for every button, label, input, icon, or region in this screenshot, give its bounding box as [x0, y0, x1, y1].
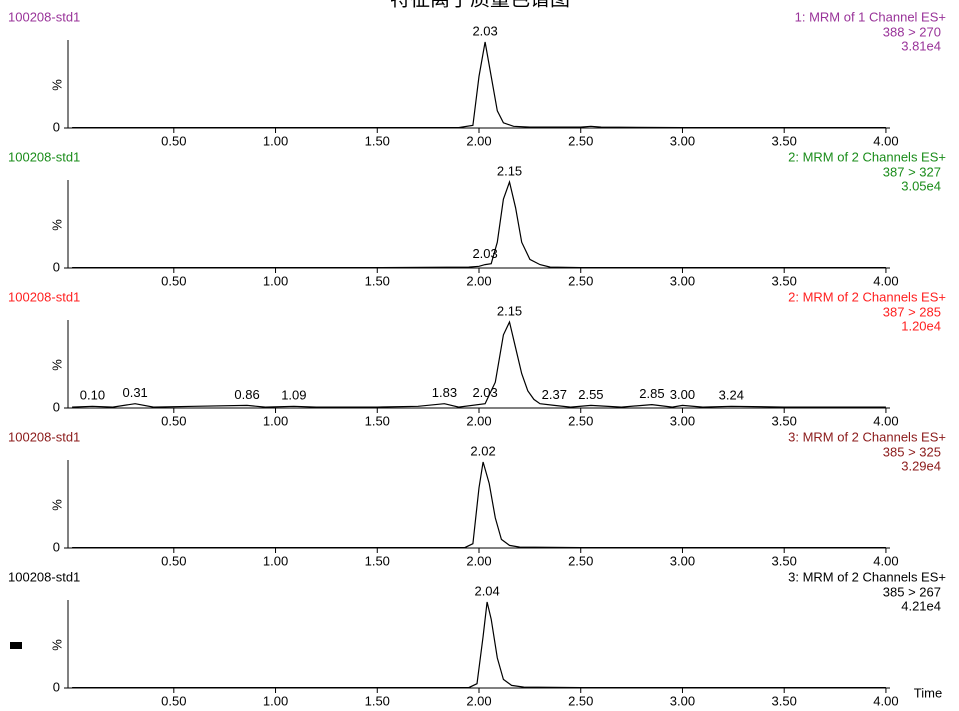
peak-label: 2.03	[472, 23, 497, 38]
x-tick-label: 2.50	[568, 553, 593, 568]
x-tick-label: 4.00	[873, 553, 898, 568]
y-tick-label: 0	[53, 539, 60, 554]
peak-label: 0.10	[80, 388, 105, 403]
x-tick-label: 3.50	[772, 133, 797, 148]
x-tick-label: 0.50	[161, 133, 186, 148]
intensity-label: 3.29e4	[901, 458, 941, 473]
x-tick-label: 2.50	[568, 133, 593, 148]
x-tick-label: 3.50	[772, 693, 797, 708]
x-axis-label: Time	[914, 685, 942, 700]
y-tick-label: 0	[53, 119, 60, 134]
peak-label: 2.02	[470, 443, 495, 458]
trace	[72, 461, 886, 549]
x-tick-label: 1.50	[365, 553, 390, 568]
x-tick-label: 2.00	[466, 273, 491, 288]
transition-label: 387 > 327	[883, 164, 941, 179]
x-tick-label: 3.50	[772, 413, 797, 428]
x-tick-label: 2.50	[568, 413, 593, 428]
channel-label: 2: MRM of 2 Channels ES+	[788, 289, 946, 304]
page-title: 特征离子质量色谱图	[390, 0, 570, 10]
x-tick-label: 1.00	[263, 553, 288, 568]
y-axis-label: %	[49, 219, 64, 231]
x-tick-label: 2.00	[466, 413, 491, 428]
x-tick-label: 2.50	[568, 693, 593, 708]
x-tick-label: 4.00	[873, 273, 898, 288]
transition-label: 385 > 267	[883, 584, 941, 599]
trace	[72, 41, 886, 129]
intensity-label: 1.20e4	[901, 318, 941, 333]
peak-label: 2.55	[578, 387, 603, 402]
x-tick-label: 2.50	[568, 273, 593, 288]
intensity-label: 4.21e4	[901, 598, 941, 613]
peak-label: 0.86	[234, 387, 259, 402]
sample-name: 100208-std1	[8, 569, 80, 584]
y-axis-label: %	[49, 79, 64, 91]
x-tick-label: 3.00	[670, 133, 695, 148]
peak-label: 3.24	[719, 388, 744, 403]
channel-label: 1: MRM of 1 Channel ES+	[795, 9, 946, 24]
peak-label: 2.37	[542, 387, 567, 402]
y-tick-label: 0	[53, 399, 60, 414]
sample-name: 100208-std1	[8, 9, 80, 24]
trace	[72, 601, 886, 689]
x-tick-label: 1.50	[365, 133, 390, 148]
channel-label: 2: MRM of 2 Channels ES+	[788, 149, 946, 164]
transition-label: 385 > 325	[883, 444, 941, 459]
x-tick-label: 1.00	[263, 693, 288, 708]
sample-name: 100208-std1	[8, 149, 80, 164]
marker-block	[10, 642, 22, 649]
x-tick-label: 0.50	[161, 693, 186, 708]
x-tick-label: 3.00	[670, 553, 695, 568]
x-tick-label: 4.00	[873, 133, 898, 148]
y-axis-label: %	[49, 499, 64, 511]
x-tick-label: 3.00	[670, 693, 695, 708]
x-tick-label: 3.50	[772, 273, 797, 288]
x-tick-label: 0.50	[161, 413, 186, 428]
trace	[72, 320, 886, 408]
transition-label: 388 > 270	[883, 24, 941, 39]
intensity-label: 3.05e4	[901, 178, 941, 193]
x-tick-label: 1.50	[365, 693, 390, 708]
intensity-label: 3.81e4	[901, 38, 941, 53]
y-axis-label: %	[49, 639, 64, 651]
peak-label: 2.15	[497, 303, 522, 318]
x-tick-label: 1.50	[365, 273, 390, 288]
y-tick-label: 0	[53, 679, 60, 694]
x-tick-label: 3.50	[772, 553, 797, 568]
peak-label: 2.03	[472, 246, 497, 261]
peak-label: 2.03	[472, 385, 497, 400]
x-tick-label: 0.50	[161, 553, 186, 568]
y-tick-label: 0	[53, 259, 60, 274]
peak-label: 1.09	[281, 388, 306, 403]
channel-label: 3: MRM of 2 Channels ES+	[788, 569, 946, 584]
peak-label: 3.00	[670, 387, 695, 402]
x-tick-label: 1.00	[263, 413, 288, 428]
sample-name: 100208-std1	[8, 289, 80, 304]
x-tick-label: 1.00	[263, 133, 288, 148]
x-tick-label: 3.00	[670, 273, 695, 288]
x-tick-label: 3.00	[670, 413, 695, 428]
peak-label: 1.83	[432, 385, 457, 400]
x-tick-label: 2.00	[466, 133, 491, 148]
channel-label: 3: MRM of 2 Channels ES+	[788, 429, 946, 444]
x-tick-label: 0.50	[161, 273, 186, 288]
trace	[72, 179, 886, 269]
x-tick-label: 1.50	[365, 413, 390, 428]
x-tick-label: 2.00	[466, 553, 491, 568]
sample-name: 100208-std1	[8, 429, 80, 444]
x-tick-label: 1.00	[263, 273, 288, 288]
x-tick-label: 4.00	[873, 693, 898, 708]
x-tick-label: 4.00	[873, 413, 898, 428]
peak-label: 0.31	[122, 385, 147, 400]
transition-label: 387 > 285	[883, 304, 941, 319]
peak-label: 2.85	[639, 386, 664, 401]
peak-label: 2.04	[474, 583, 499, 598]
peak-label: 2.15	[497, 163, 522, 178]
x-tick-label: 2.00	[466, 693, 491, 708]
y-axis-label: %	[49, 359, 64, 371]
